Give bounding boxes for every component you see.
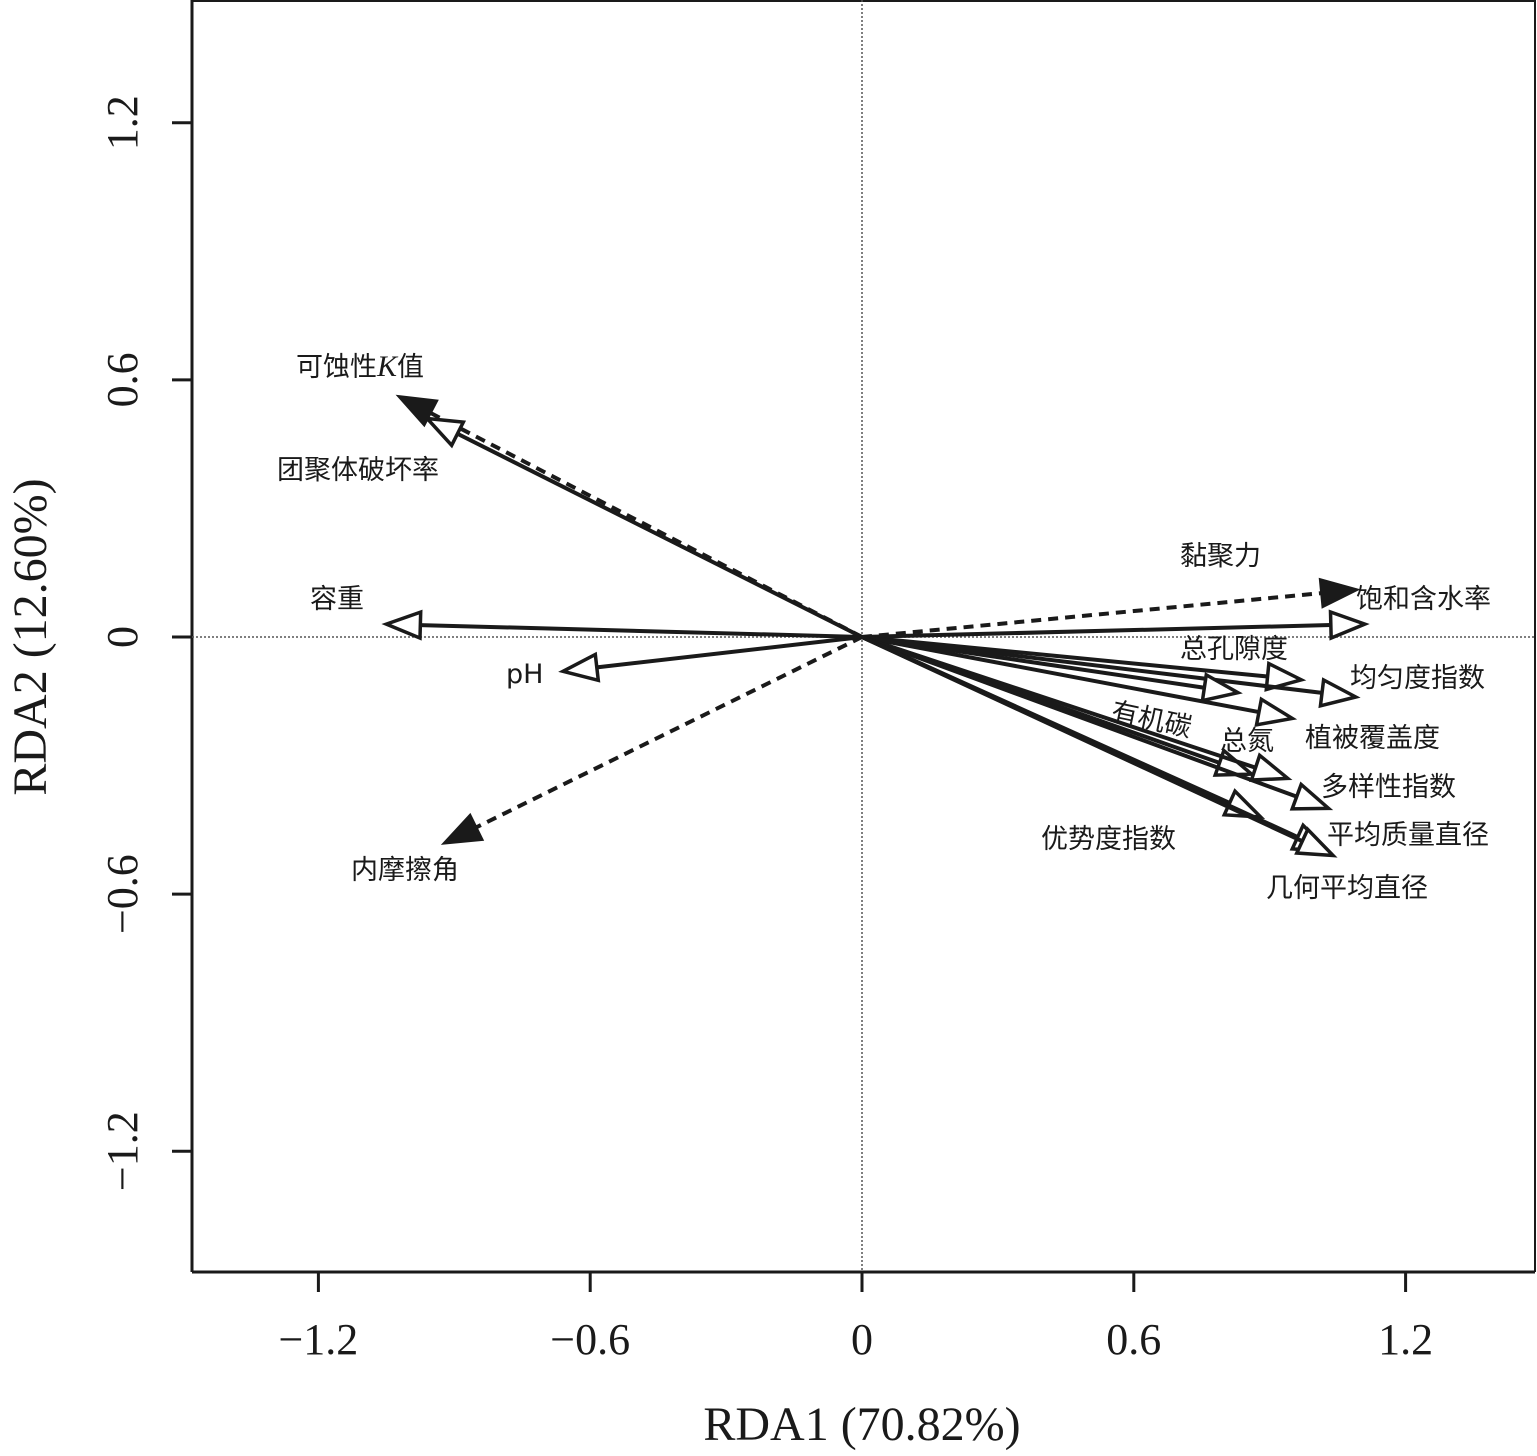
vector-arrow <box>861 635 1334 811</box>
vector-head <box>1254 696 1298 728</box>
vector-label: 容重 <box>310 584 364 615</box>
vector-head <box>1200 672 1243 703</box>
vector-label: 总孔隙度 <box>1180 634 1288 665</box>
vector-arrow <box>440 635 863 845</box>
y-axis-ticks: −1.2 −0.6 0 0.6 1.2 <box>98 95 192 1191</box>
vector-arrow <box>558 635 863 683</box>
vector-label: 多样性指数 <box>1321 772 1456 803</box>
y-axis-title: RDA2 (12.60%) <box>4 478 57 795</box>
vector-label: 有机碳 <box>1109 697 1195 744</box>
vector-arrow <box>381 609 863 641</box>
vector-arrow <box>861 635 1338 858</box>
x-tick-label: −0.6 <box>550 1315 630 1364</box>
vector-label: 饱和含水率 <box>1356 584 1491 615</box>
vector-label: 均匀度指数 <box>1350 663 1485 694</box>
vector-label: 几何平均直径 <box>1266 873 1428 904</box>
x-axis-ticks: −1.2 −0.6 0 0.6 1.2 <box>278 1272 1433 1364</box>
vector-head <box>440 812 485 845</box>
vector-head <box>1248 752 1293 782</box>
vector-label: 优势度指数 <box>1041 824 1176 855</box>
vector-head <box>1328 609 1370 641</box>
vector-arrow <box>861 635 1361 709</box>
vector-head <box>381 609 423 641</box>
vector-shaft <box>861 623 1331 639</box>
vector-shaft <box>861 635 1260 715</box>
vector-label: 植被覆盖度 <box>1305 723 1440 754</box>
vector-head <box>558 651 601 683</box>
vector-label: 团聚体破坏率 <box>277 455 439 486</box>
vector-label: 可蚀性K值 <box>296 350 424 383</box>
vector-label: 总氮 <box>1220 726 1274 757</box>
vector-shaft <box>861 635 1323 695</box>
vector-head <box>1318 677 1361 709</box>
vector-label: pH <box>506 659 543 690</box>
vector-shaft <box>861 635 1298 799</box>
x-tick-label: −1.2 <box>278 1315 358 1364</box>
vector-label: 平均质量直径 <box>1327 820 1489 851</box>
vector-shaft <box>861 635 1257 770</box>
vector-arrow <box>861 635 1298 728</box>
vector-shaft <box>861 591 1323 639</box>
vector-arrow <box>861 609 1370 641</box>
y-tick-label: 0.6 <box>98 352 147 407</box>
vector-head <box>1318 577 1361 609</box>
vector-head <box>1294 826 1338 858</box>
vector-labels: 可蚀性K值团聚体破坏率容重 pH 内摩擦角 黏聚力饱和含水率总孔隙度均匀度指数有机碳植… <box>277 350 1491 904</box>
vector-arrows <box>381 394 1370 858</box>
vector-label: 内摩擦角 <box>351 855 459 886</box>
vector-head <box>1289 781 1334 811</box>
x-tick-label: 1.2 <box>1378 1315 1433 1364</box>
y-tick-label: 0 <box>98 626 147 648</box>
vector-shaft <box>429 410 863 639</box>
vector-arrow <box>422 416 863 639</box>
y-tick-label: −0.6 <box>98 854 147 934</box>
vector-shaft <box>420 623 863 639</box>
vector-shaft <box>456 431 863 639</box>
y-tick-label: 1.2 <box>98 95 147 150</box>
vector-label: 黏聚力 <box>1180 541 1261 572</box>
vector-shaft <box>596 635 863 670</box>
vector-shaft <box>861 635 1205 690</box>
x-axis-title: RDA1 (70.82%) <box>703 1398 1020 1451</box>
vector-head <box>1264 660 1307 692</box>
vector-arrow <box>861 635 1243 703</box>
vector-head <box>422 416 467 449</box>
vector-arrow <box>861 635 1293 782</box>
vector-shaft <box>861 635 1304 844</box>
vector-arrow <box>861 577 1361 639</box>
y-tick-label: −1.2 <box>98 1111 147 1191</box>
vector-shaft <box>474 635 863 830</box>
x-tick-label: 0.6 <box>1106 1315 1161 1364</box>
x-tick-label: 0 <box>851 1315 873 1364</box>
